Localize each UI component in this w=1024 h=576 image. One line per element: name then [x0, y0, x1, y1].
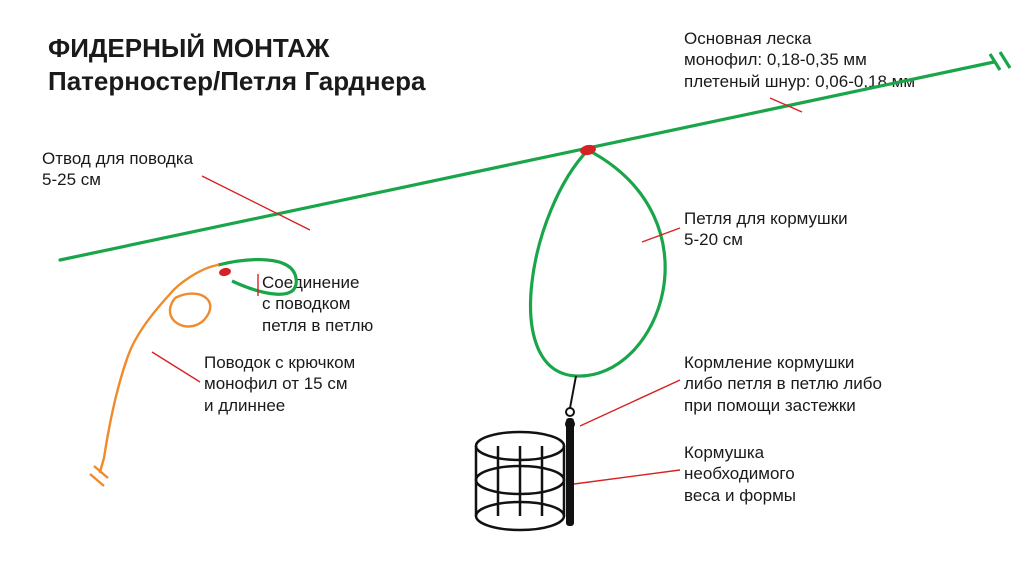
leash-endtick1 [94, 466, 108, 478]
label-mainline-line: монофил: 0,18-0,35 мм [684, 50, 867, 69]
label-hook: Поводок с крючком монофил от 15 см и длинн… [204, 352, 355, 416]
label-attach-line: Кормление кормушки [684, 353, 854, 372]
feeder-weight [566, 418, 574, 526]
feeder-top-ring [476, 432, 564, 460]
callout-hook [152, 352, 200, 382]
callout-leader [202, 176, 310, 230]
callout-mainline [770, 98, 802, 112]
swivel-ring-top [566, 408, 574, 416]
label-loop2loop-line: петля в петлю [262, 316, 373, 335]
title-line2: Патерностер/Петля Гарднера [48, 66, 425, 96]
label-leader-line: 5-25 см [42, 170, 101, 189]
callout-feeder [574, 470, 680, 484]
main-line-endtick1 [990, 54, 1000, 70]
label-attach-line: либо петля в петлю либо [684, 374, 882, 393]
feeder-verticals [476, 446, 564, 516]
label-hook-line: и длиннее [204, 396, 285, 415]
label-leader-line: Отвод для поводка [42, 149, 193, 168]
label-attach-line: при помощи застежки [684, 396, 856, 415]
swivel-ring-bot [566, 420, 574, 428]
title-line1: ФИДЕРНЫЙ МОНТАЖ [48, 33, 329, 63]
label-attach: Кормление кормушки либо петля в петлю либ… [684, 352, 882, 416]
label-feederloop: Петля для кормушки 5-20 см [684, 208, 848, 251]
leash-line [100, 265, 218, 472]
callout-attach [580, 380, 680, 426]
label-mainline-line: плетеный шнур: 0,06-0,18 мм [684, 72, 915, 91]
label-mainline: Основная леска монофил: 0,18-0,35 мм плете… [684, 28, 915, 92]
label-feeder-line: Кормушка [684, 443, 764, 462]
leash-small-loop [170, 294, 210, 327]
feeder-cage [476, 432, 564, 530]
label-loop2loop: Соединение с поводком петля в петлю [262, 272, 373, 336]
knot-leader [218, 267, 231, 277]
callout-feederloop [642, 228, 680, 242]
knot-main [579, 143, 597, 156]
label-feederloop-line: Петля для кормушки [684, 209, 848, 228]
label-feederloop-line: 5-20 см [684, 230, 743, 249]
label-leader: Отвод для поводка 5-25 см [42, 148, 193, 191]
label-feeder-line: веса и формы [684, 486, 796, 505]
label-hook-line: Поводок с крючком [204, 353, 355, 372]
callouts [152, 98, 802, 484]
feeder-link [570, 376, 576, 408]
label-loop2loop-line: Соединение [262, 273, 359, 292]
feeder-bot-ring [476, 502, 564, 530]
diagram-title: ФИДЕРНЫЙ МОНТАЖ Патерностер/Петля Гардне… [48, 32, 425, 97]
label-loop2loop-line: с поводком [262, 294, 351, 313]
label-hook-line: монофил от 15 см [204, 374, 348, 393]
feeder-loop [531, 150, 666, 376]
label-mainline-line: Основная леска [684, 29, 812, 48]
label-feeder: Кормушка необходимого веса и формы [684, 442, 796, 506]
leash-endtick2 [90, 474, 104, 486]
feeder-mid-ring [476, 466, 564, 494]
label-feeder-line: необходимого [684, 464, 795, 483]
main-line-endtick2 [1000, 52, 1010, 68]
